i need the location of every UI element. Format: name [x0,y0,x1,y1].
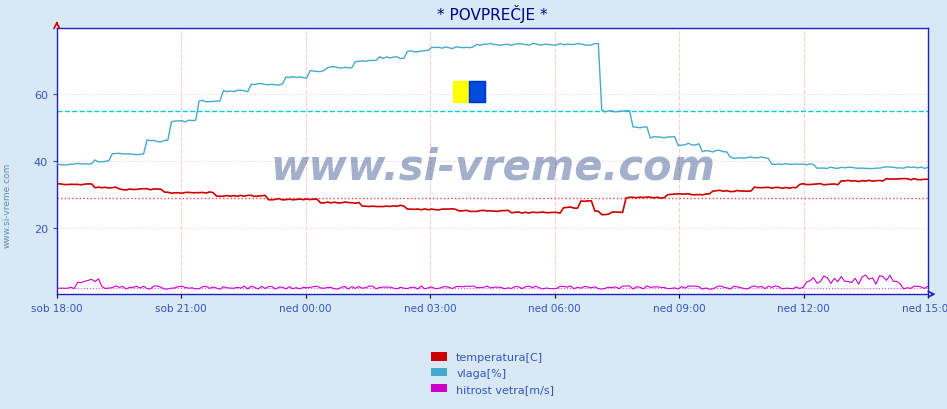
Bar [469,82,485,103]
Bar [469,82,485,103]
Legend: temperatura[C], vlaga[%], hitrost vetra[m/s]: temperatura[C], vlaga[%], hitrost vetra[… [426,348,559,398]
Title: * POVPREČJE *: * POVPREČJE * [438,5,547,23]
Bar [454,82,469,103]
Text: www.si-vreme.com: www.si-vreme.com [3,162,12,247]
Text: www.si-vreme.com: www.si-vreme.com [270,146,715,188]
